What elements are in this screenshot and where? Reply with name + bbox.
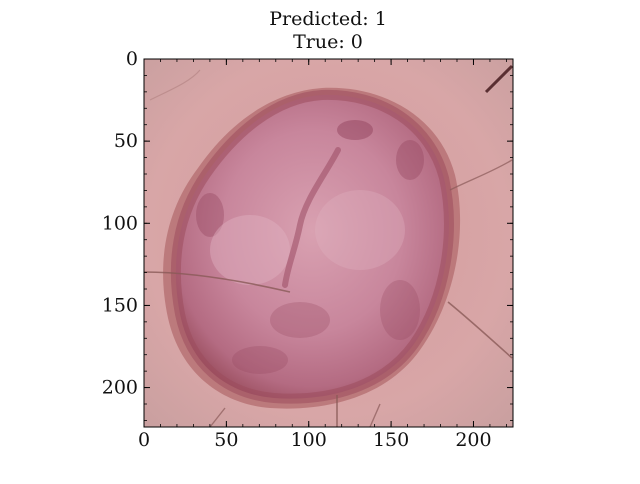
light-patch [210,215,290,285]
central-streak [282,147,341,288]
y-tick-label: 50 [114,130,138,152]
dark-patch [380,280,420,340]
hair [484,64,513,94]
y-tick-label: 150 [102,294,138,316]
x-tick-label: 150 [373,429,409,451]
axis-tick-labels: 0 50 100 150 200 0 50 100 150 200 [102,48,492,451]
hair [449,159,513,191]
hair [209,407,226,427]
dark-patch [232,346,288,374]
x-tick-label: 50 [214,429,238,451]
axes-frame [143,58,514,428]
dark-patch [337,120,373,140]
dark-patch [396,140,424,180]
hair [149,69,201,101]
x-tick-label: 100 [291,429,327,451]
y-tick-label: 0 [126,48,138,70]
hair [144,271,291,293]
hair [447,301,513,359]
dark-patch [270,302,330,338]
hair [369,403,381,427]
title-true: True: 0 [293,31,363,53]
dark-patch [196,193,224,237]
light-patch [315,190,405,270]
lesion-body [175,94,449,399]
title-predicted: Predicted: 1 [269,8,387,30]
x-tick-label: 0 [138,429,150,451]
axis-ticks [143,58,513,427]
lesion-image [144,59,513,427]
x-tick-label: 200 [455,429,491,451]
y-tick-label: 100 [102,212,138,234]
y-tick-label: 200 [102,377,138,399]
lesion-rim [170,89,454,404]
